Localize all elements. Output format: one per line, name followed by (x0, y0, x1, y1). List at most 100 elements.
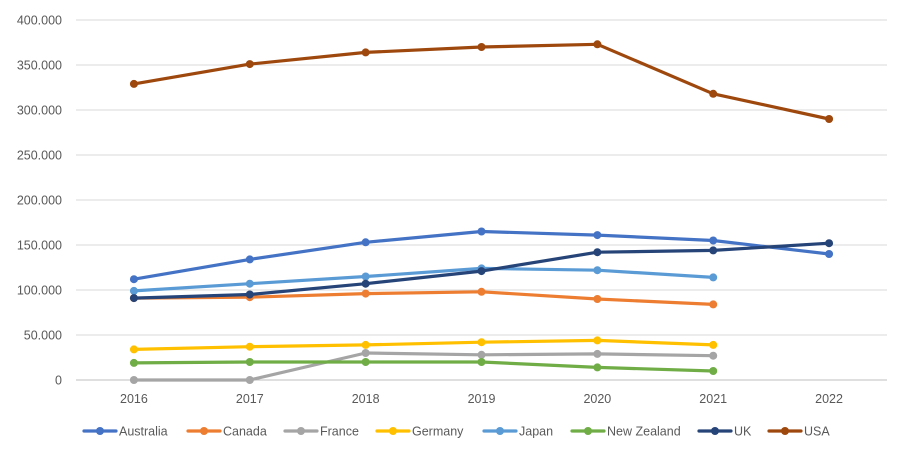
x-tick-label: 2021 (699, 392, 727, 406)
legend-label: UK (734, 425, 752, 439)
series-usa (130, 40, 833, 123)
data-point (825, 250, 833, 258)
data-point (478, 228, 486, 236)
series-france (130, 349, 717, 384)
data-point (362, 280, 370, 288)
x-tick-label: 2016 (120, 392, 148, 406)
y-tick-label: 150.000 (17, 239, 62, 253)
data-point (362, 349, 370, 357)
data-point (362, 358, 370, 366)
legend-label: Australia (119, 425, 168, 439)
series-germany (130, 336, 717, 353)
legend-item-uk: UK (699, 425, 752, 439)
legend-item-usa: USA (769, 425, 830, 439)
data-point (362, 48, 370, 56)
data-point (709, 352, 717, 360)
legend-label: Canada (223, 425, 267, 439)
data-point (593, 248, 601, 256)
data-point (709, 90, 717, 98)
data-point (478, 267, 486, 275)
series-line-new-zealand (134, 362, 713, 371)
x-tick-label: 2019 (468, 392, 496, 406)
legend-swatch-marker (781, 427, 789, 435)
legend-label: Germany (412, 425, 464, 439)
legend-swatch-marker (496, 427, 504, 435)
data-point (246, 358, 254, 366)
legend-swatch-marker (297, 427, 305, 435)
data-point (593, 40, 601, 48)
legend-swatch-marker (200, 427, 208, 435)
data-point (130, 287, 138, 295)
data-point (825, 239, 833, 247)
legend-swatch-marker (584, 427, 592, 435)
line-chart: 0 50.000 100.000 150.000 200.000 250.000 300.0… (0, 0, 900, 452)
legend-item-canada: Canada (188, 425, 267, 439)
data-point (825, 115, 833, 123)
data-point (362, 273, 370, 281)
data-point (593, 350, 601, 358)
data-point (246, 291, 254, 299)
y-tick-label: 0 (55, 374, 62, 388)
data-point (246, 280, 254, 288)
series-new-zealand (130, 358, 717, 375)
data-point (362, 290, 370, 298)
legend-item-australia: Australia (84, 425, 168, 439)
data-point (478, 43, 486, 51)
data-point (246, 343, 254, 351)
legend-item-france: France (285, 425, 359, 439)
x-axis-tick-labels: 2016 2017 2018 2019 2020 2021 2022 (120, 392, 843, 406)
data-point (709, 300, 717, 308)
legend-item-new-zealand: New Zealand (572, 425, 681, 439)
data-point (362, 341, 370, 349)
legend-item-germany: Germany (377, 425, 464, 439)
data-point (130, 294, 138, 302)
data-point (130, 376, 138, 384)
legend-label: USA (804, 425, 830, 439)
y-tick-label: 50.000 (24, 329, 62, 343)
data-point (362, 238, 370, 246)
chart-container: 0 50.000 100.000 150.000 200.000 250.000 300.0… (0, 0, 900, 452)
data-point (130, 80, 138, 88)
x-tick-label: 2018 (352, 392, 380, 406)
data-point (246, 255, 254, 263)
data-point (478, 338, 486, 346)
data-point (709, 341, 717, 349)
legend-swatch-marker (711, 427, 719, 435)
data-point (478, 351, 486, 359)
y-tick-label: 300.000 (17, 104, 62, 118)
data-point (130, 359, 138, 367)
x-tick-label: 2020 (583, 392, 611, 406)
legend-label: Japan (519, 425, 553, 439)
y-tick-label: 200.000 (17, 194, 62, 208)
data-point (709, 246, 717, 254)
y-axis-tick-labels: 0 50.000 100.000 150.000 200.000 250.000 300.0… (17, 14, 62, 388)
y-tick-label: 350.000 (17, 59, 62, 73)
data-point (130, 275, 138, 283)
series-line-france (134, 353, 713, 380)
series-line-japan (134, 268, 713, 291)
y-tick-label: 100.000 (17, 284, 62, 298)
legend-label: New Zealand (607, 425, 681, 439)
data-point (593, 363, 601, 371)
data-point (593, 266, 601, 274)
data-point (478, 288, 486, 296)
legend-item-japan: Japan (484, 425, 553, 439)
data-point (709, 273, 717, 281)
data-point (593, 295, 601, 303)
data-point (593, 231, 601, 239)
data-point (593, 336, 601, 344)
x-tick-label: 2017 (236, 392, 264, 406)
y-tick-label: 400.000 (17, 14, 62, 28)
legend-swatch-marker (389, 427, 397, 435)
y-tick-label: 250.000 (17, 149, 62, 163)
data-point (478, 358, 486, 366)
series-line-canada (134, 292, 713, 305)
series-lines (130, 40, 833, 384)
data-point (709, 367, 717, 375)
data-point (709, 237, 717, 245)
data-point (130, 345, 138, 353)
legend-swatch-marker (96, 427, 104, 435)
legend-label: France (320, 425, 359, 439)
x-tick-label: 2022 (815, 392, 843, 406)
data-point (246, 60, 254, 68)
